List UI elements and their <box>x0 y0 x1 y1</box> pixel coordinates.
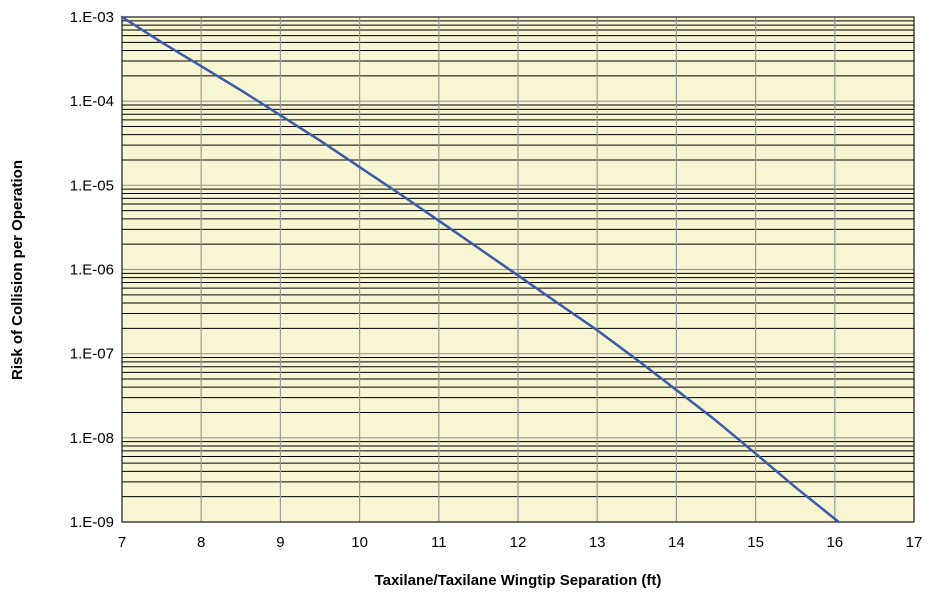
x-tick-label: 8 <box>197 534 205 551</box>
x-tick-label: 13 <box>589 534 606 551</box>
x-tick-label: 17 <box>906 534 923 551</box>
x-tick-label: 16 <box>826 534 843 551</box>
y-tick-label: 1.E-08 <box>70 430 114 447</box>
x-axis-title: Taxilane/Taxilane Wingtip Separation (ft… <box>375 572 662 589</box>
y-tick-label: 1.E-06 <box>70 262 114 279</box>
x-tick-labels: 7 8 9 10 11 12 13 14 15 16 17 <box>118 534 923 551</box>
series-line <box>120 15 841 524</box>
x-tick-label: 14 <box>668 534 685 551</box>
y-tick-label: 1.E-05 <box>70 177 114 194</box>
y-tick-label: 1.E-04 <box>70 93 114 110</box>
x-tick-label: 15 <box>747 534 764 551</box>
plot-frame <box>121 16 915 523</box>
x-tick-label: 7 <box>118 534 126 551</box>
x-tick-label: 11 <box>431 534 447 551</box>
y-tick-labels: 1.E-09 1.E-08 1.E-07 1.E-06 1.E-05 1.E-04 1.E-… <box>70 9 114 531</box>
y-axis-title: Risk of Collision per Operation <box>9 160 26 380</box>
y-tick-label: 1.E-07 <box>70 346 114 363</box>
x-tick-label: 12 <box>510 534 527 551</box>
y-tick-label: 1.E-09 <box>70 514 114 531</box>
series-layer <box>120 15 841 524</box>
y-tick-label: 1.E-03 <box>70 9 114 26</box>
x-tick-label: 10 <box>351 534 368 551</box>
x-tick-label: 9 <box>276 534 284 551</box>
